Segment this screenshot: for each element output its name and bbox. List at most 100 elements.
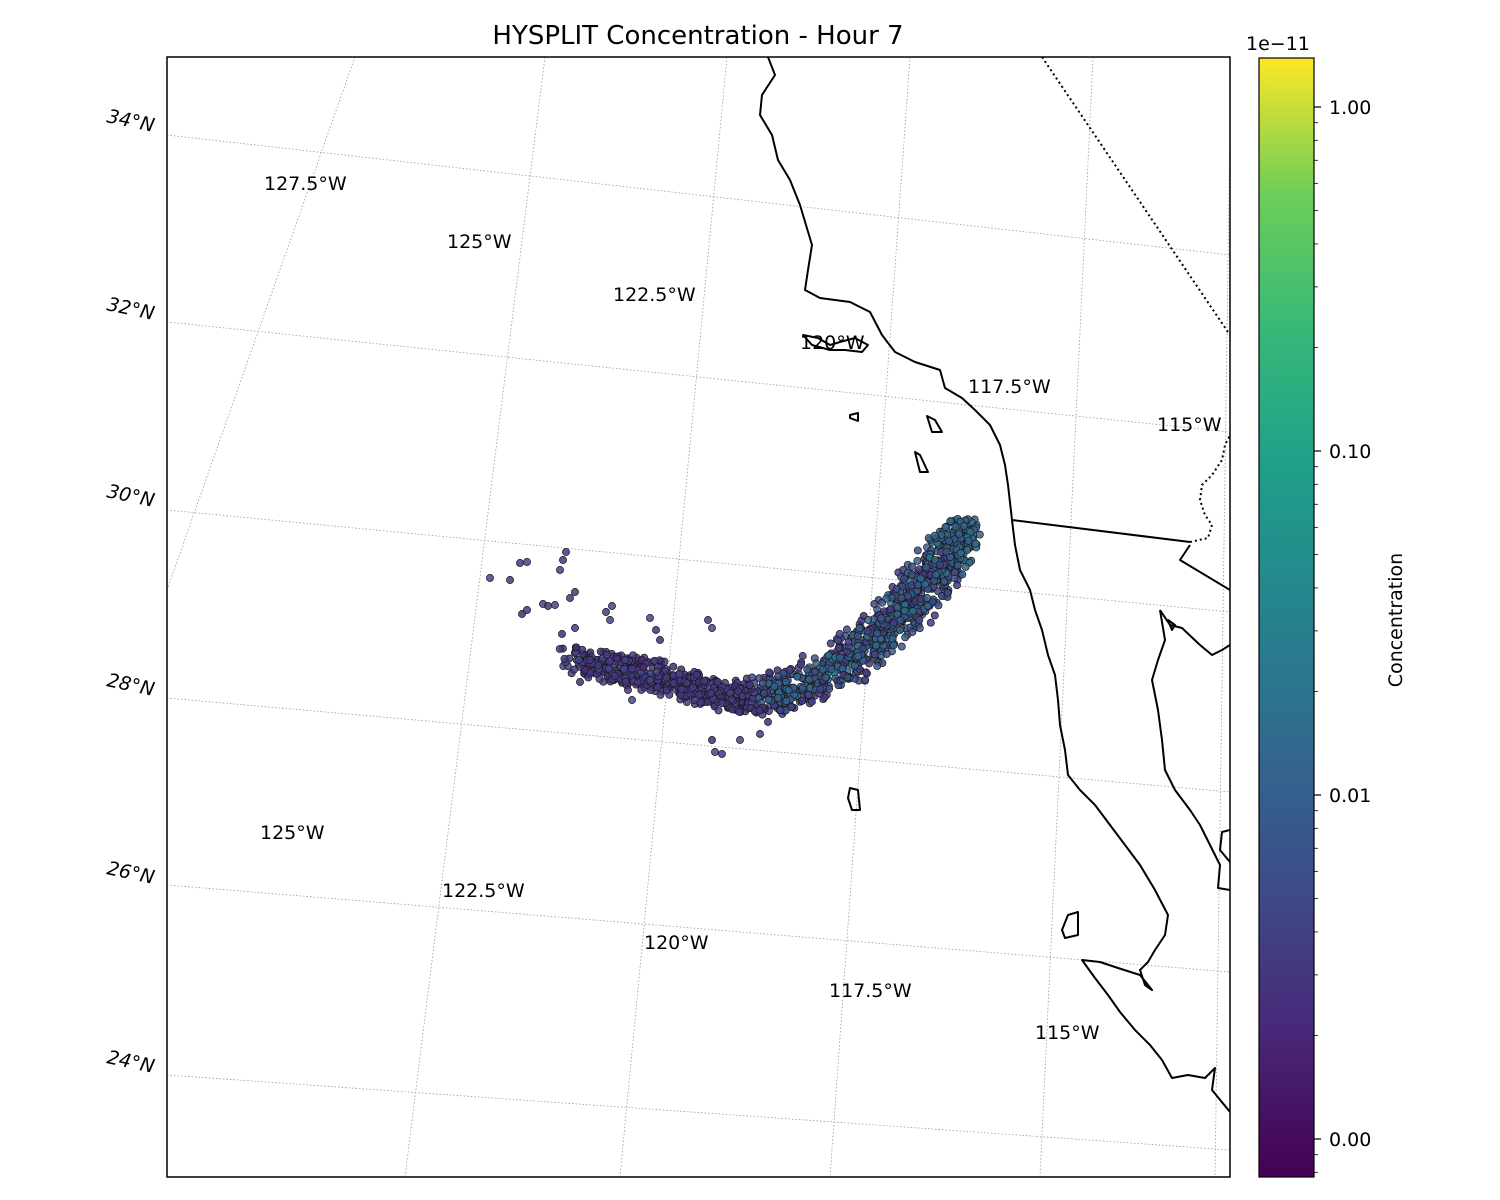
colorbar: 1e−11 1.00 0.10 0.01 0.00 Concentration — [1246, 33, 1407, 1178]
plume-point — [785, 666, 794, 674]
plume-point — [793, 672, 802, 681]
lon-label-bottom-125: 125°W — [260, 822, 325, 844]
plume-point — [930, 611, 939, 620]
plume-point — [916, 595, 925, 603]
plume-point — [516, 559, 524, 567]
plume-point — [953, 581, 961, 590]
plume-point — [669, 662, 678, 671]
plume-point — [889, 641, 898, 650]
plume-point — [896, 626, 904, 635]
plume-point — [571, 624, 579, 632]
plume-point — [843, 647, 852, 656]
colorbar-exponent: 1e−11 — [1246, 33, 1310, 55]
colorbar-label: Concentration — [1385, 553, 1407, 687]
lon-label-top-117-5: 117.5°W — [968, 376, 1051, 398]
plume-point — [850, 661, 859, 670]
plume-point — [677, 685, 686, 694]
plume-point — [940, 577, 949, 586]
lon-label-bottom-115: 115°W — [1035, 1022, 1100, 1044]
plume-point — [774, 693, 782, 702]
plume-point — [555, 644, 564, 653]
plume-point — [662, 673, 671, 682]
plume-point — [900, 606, 909, 615]
plume-point — [913, 546, 922, 555]
plume-point — [864, 616, 873, 624]
concentration-plume — [486, 515, 984, 758]
plume-point — [920, 580, 929, 589]
plume-point — [915, 615, 924, 624]
plume-point — [756, 730, 764, 738]
plume-point — [834, 636, 843, 645]
plume-point — [633, 678, 642, 687]
plume-point — [551, 601, 559, 609]
plume-point — [544, 602, 552, 610]
plume-point — [784, 686, 793, 695]
plume-point — [605, 657, 614, 666]
plume-point — [897, 594, 906, 602]
plume-point — [932, 570, 941, 579]
plume-point — [863, 627, 872, 636]
plume-point — [703, 698, 712, 707]
plume-point — [843, 673, 852, 682]
lon-label-top-120: 120°W — [800, 332, 865, 354]
plume-point — [559, 556, 567, 564]
plume-point — [620, 665, 629, 674]
plume-point — [745, 680, 754, 689]
plume-point — [656, 690, 665, 699]
plume-point — [700, 676, 709, 685]
plume-point — [594, 661, 603, 670]
longitude-labels-bottom: 125°W 122.5°W 120°W 117.5°W 115°W — [260, 822, 1100, 1044]
lat-label-34: 34°N — [105, 105, 156, 136]
plume-point — [870, 650, 879, 659]
colorbar-tick-1: 1.00 — [1329, 97, 1371, 119]
border-lines — [1041, 57, 1230, 543]
plume-point — [888, 634, 897, 643]
plume-point — [682, 679, 691, 687]
plume-point — [718, 750, 726, 758]
plume-point — [570, 665, 579, 674]
plume-point — [755, 706, 764, 715]
plume-point — [576, 678, 584, 686]
plume-point — [964, 536, 973, 545]
plume-point — [862, 668, 871, 677]
plume-point — [765, 668, 774, 677]
plume-point — [650, 656, 659, 665]
plume-point — [922, 563, 931, 572]
plume-point — [818, 665, 827, 674]
plume-point — [713, 678, 722, 686]
plume-point — [646, 676, 655, 685]
plume-point — [942, 547, 951, 556]
lon-label-top-122-5: 122.5°W — [613, 284, 696, 306]
plume-point — [624, 686, 632, 694]
plume-point — [897, 642, 906, 651]
plume-point — [882, 650, 891, 658]
plume-point — [907, 570, 916, 579]
plume-point — [844, 638, 853, 647]
plume-point — [882, 594, 891, 603]
plume-point — [951, 522, 960, 531]
plume-point — [595, 675, 604, 683]
plume-point — [796, 660, 805, 669]
plume-point — [904, 592, 913, 601]
plume-point — [718, 699, 727, 708]
plume-point — [886, 605, 895, 614]
plume-point — [774, 672, 783, 681]
plume-point — [900, 574, 909, 583]
plume-point — [628, 664, 637, 673]
plume-point — [621, 677, 630, 686]
plume-point — [760, 689, 769, 698]
longitude-labels-top: 127.5°W 125°W 122.5°W 120°W 117.5°W 115°… — [264, 173, 1222, 436]
plume-point — [821, 673, 830, 682]
plume-point — [873, 629, 882, 638]
plume-point — [695, 690, 704, 699]
plume-point — [613, 654, 622, 663]
plume-point — [953, 561, 962, 570]
plume-point — [726, 689, 735, 698]
plume-point — [805, 675, 814, 684]
lon-label-top-115: 115°W — [1157, 414, 1222, 436]
plume-point — [915, 565, 924, 574]
coastline — [759, 57, 1230, 1113]
plume-point — [506, 576, 514, 584]
plume-point — [931, 556, 940, 565]
